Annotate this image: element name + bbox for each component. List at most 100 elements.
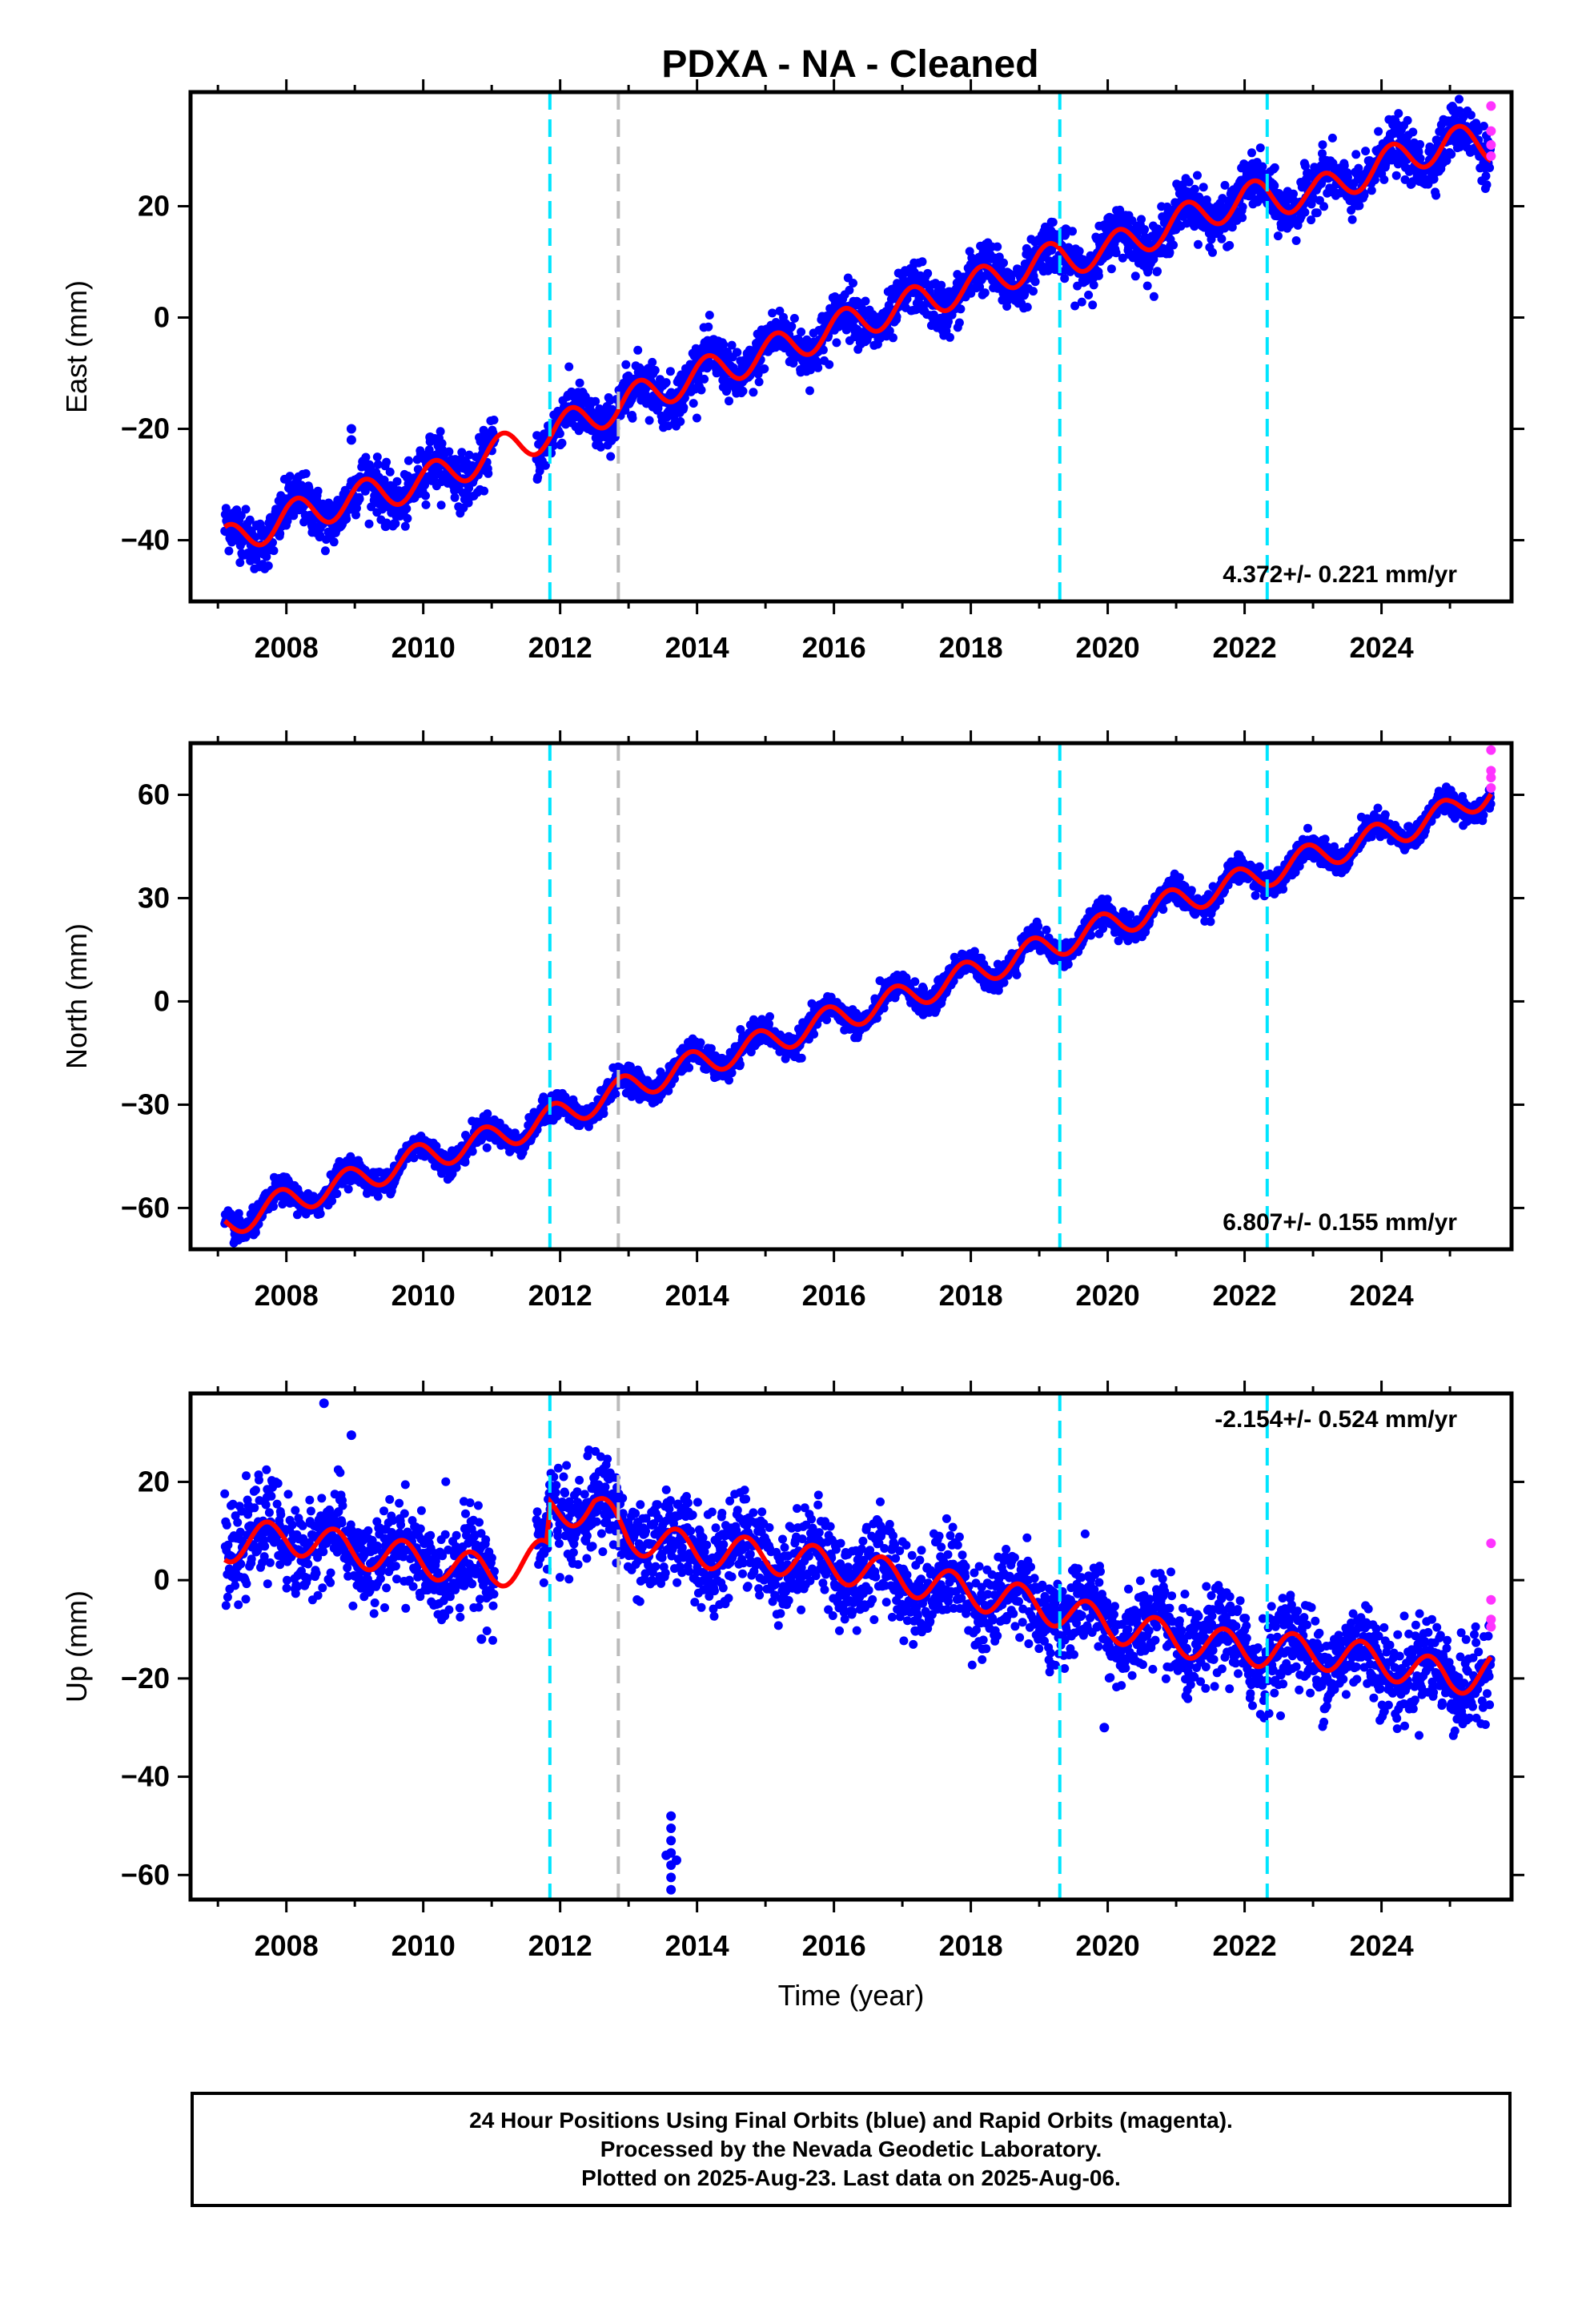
final-orbit-point [1447,150,1456,159]
final-orbit-point [1140,225,1150,234]
rapid-orbit-point [1486,140,1496,151]
final-orbit-point [403,513,412,523]
final-orbit-point [661,378,671,388]
final-orbit-point [1238,213,1247,223]
final-orbit-point [1118,253,1127,263]
final-orbit-point [1074,247,1084,256]
final-orbit-point [1273,231,1283,241]
final-orbit-point [1455,94,1464,104]
final-orbit-point [599,1109,608,1118]
final-orbit-point [1255,143,1265,153]
final-orbit-point [805,386,814,396]
final-orbit-point [1415,139,1425,149]
final-orbit-point [648,357,657,367]
final-orbit-point [689,399,698,408]
outlier-point [380,521,391,532]
final-orbit-point [1194,239,1203,249]
chart-panel-north: 2008 2010 2012 2014 2016 2018 2020 2022 2024−60−… [60,730,1524,1312]
final-orbit-point [735,1059,745,1069]
final-orbit-point [917,257,927,267]
final-orbit-point [733,348,742,357]
final-orbit-point [797,328,806,336]
x-tick-label: 2014 [665,631,729,664]
final-orbit-point [263,561,273,570]
final-orbit-point [429,474,439,484]
final-orbit-point [946,332,954,342]
final-orbit-point [1225,240,1235,250]
final-orbit-point [789,314,799,323]
final-orbit-point [768,308,777,318]
final-orbit-point [329,537,339,547]
final-orbit-point [1481,171,1491,181]
final-orbit-point [1355,201,1364,211]
final-orbit-point [489,416,499,424]
final-orbit-point [1361,147,1371,156]
x-tick-label: 2008 [255,631,319,664]
final-orbit-point [653,404,663,413]
final-orbit-point [343,1184,353,1194]
final-orbit-point [1084,290,1094,300]
final-orbit-point [364,519,374,529]
outlier-point [346,424,356,434]
final-orbit-point [301,468,311,478]
final-orbit-point [1466,111,1476,120]
final-orbit-point [421,491,430,501]
final-orbit-point [1068,227,1077,236]
final-orbit-point [802,338,812,348]
final-orbit-point [391,519,400,529]
final-orbit-point [245,515,255,525]
final-orbit-point [685,1063,694,1072]
final-orbit-point [420,480,429,490]
final-orbit-point [716,347,725,356]
final-orbit-point [224,546,234,556]
y-tick-label: 20 [138,189,170,222]
x-tick-label: 2016 [802,631,866,664]
final-orbit-point [315,1209,325,1219]
final-orbit-point [464,498,473,508]
y-tick-label: −20 [121,412,170,445]
final-orbit-point [861,296,870,306]
final-orbit-point [937,280,946,290]
final-orbit-point [483,1109,492,1119]
final-orbit-point [235,558,245,567]
final-orbit-point [1319,202,1329,211]
final-orbit-point [700,374,709,384]
final-orbit-point [818,345,828,355]
x-tick-label: 2010 [391,631,456,664]
final-orbit-point [606,452,616,461]
final-orbit-point [1199,183,1208,192]
final-orbit-point [404,456,413,465]
final-orbit-point [540,460,550,470]
final-orbit-point [1029,287,1038,296]
final-orbit-point [1227,223,1237,232]
final-orbit-point [352,504,361,513]
final-orbit-point [845,285,854,295]
final-orbit-point [555,429,564,438]
final-orbit-point [1149,292,1158,301]
final-orbit-point [697,385,706,395]
final-orbit-point [1300,207,1310,217]
final-orbit-point [1351,150,1361,159]
final-orbit-point [1190,184,1199,194]
final-orbit-point [621,360,631,369]
outlier-point [346,435,356,445]
final-orbit-point [665,367,675,376]
final-orbit-point [436,427,445,436]
final-orbit-point [1431,191,1441,200]
final-orbit-point [787,322,797,331]
final-orbit-point [954,318,964,328]
final-orbit-point [351,510,360,520]
final-orbit-point [942,298,951,308]
final-orbit-point [696,1038,705,1047]
x-tick-label: 2024 [1350,631,1414,664]
final-orbit-point [809,1029,819,1039]
final-orbit-point [1220,180,1230,190]
final-orbit-point [320,546,330,556]
final-orbit-point [1289,189,1298,199]
final-orbit-point [765,1011,774,1021]
rapid-orbit-point [1486,151,1496,161]
rapid-orbit-point [1486,126,1496,136]
final-orbit-point [236,511,246,521]
final-orbit-point [806,365,815,375]
